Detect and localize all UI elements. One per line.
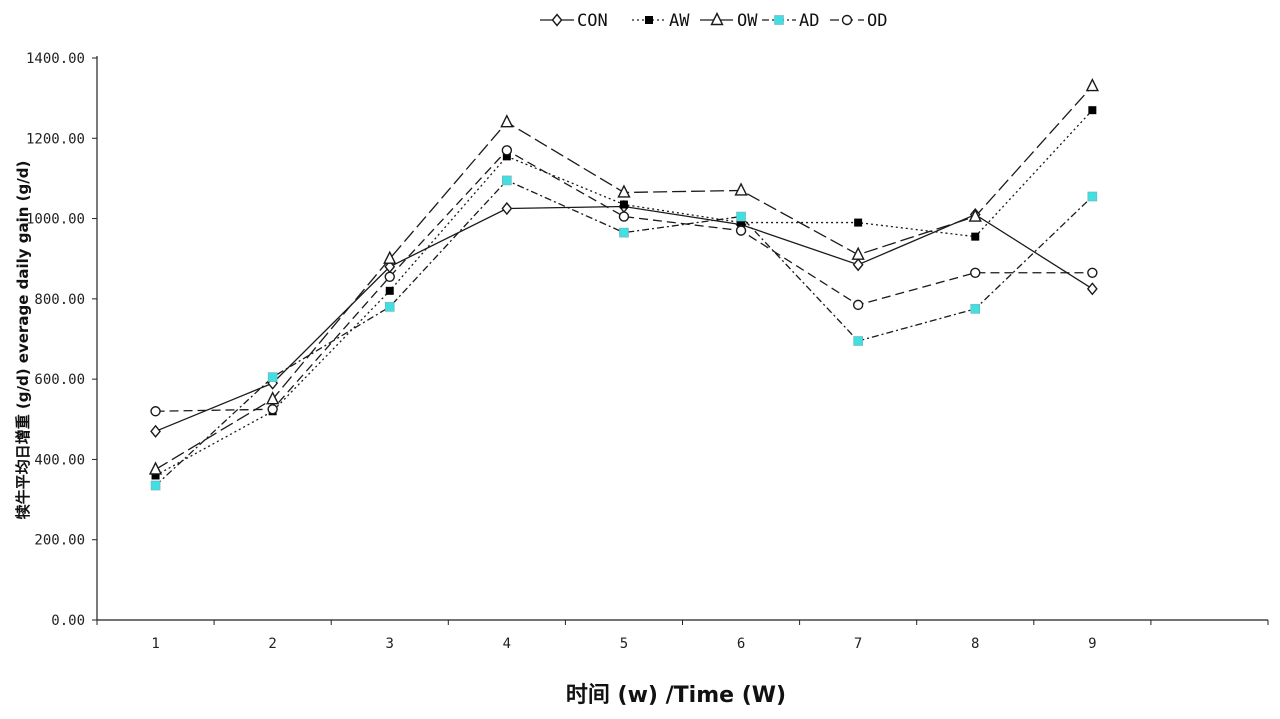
data-point-con [1086, 282, 1098, 296]
data-point-ad [1087, 191, 1098, 202]
x-tick-label: 6 [737, 636, 745, 652]
y-axis-title: 犊牛平均日增重 (g/d) everage daily gain (g/d) [14, 161, 32, 520]
data-point-con [501, 201, 513, 216]
data-point-ow [617, 184, 631, 198]
data-point-aw [737, 218, 746, 227]
x-axis-title: 时间 (w) /Time (W) [566, 683, 786, 708]
legend-marker-con [551, 13, 563, 27]
data-point-od [501, 145, 513, 156]
data-point-od [735, 225, 747, 236]
data-point-od [852, 299, 864, 311]
legend-marker-ad [774, 15, 784, 25]
data-point-aw [854, 218, 863, 227]
legend-label-ad: AD [799, 11, 819, 31]
data-point-ow [383, 250, 397, 264]
series-line-ow [155, 85, 1093, 471]
data-point-ow [266, 391, 280, 405]
y-tick-label: 200.00 [34, 533, 85, 549]
y-tick-label: 1000.00 [26, 212, 85, 228]
data-point-ow [500, 114, 514, 128]
data-point-con [150, 424, 161, 438]
x-tick-label: 5 [620, 636, 628, 652]
series-line-con [155, 205, 1093, 432]
data-point-ad [502, 175, 512, 186]
y-tick-label: 0.00 [51, 613, 85, 629]
y-tick-label: 600.00 [34, 372, 85, 388]
plot-markers [148, 78, 1099, 491]
data-point-ow [968, 208, 982, 222]
data-point-ad [267, 372, 278, 382]
legend-label-con: CON [577, 11, 608, 31]
axes: 0.00 200.00 400.00 600.00 800.00 1000.00 1200.… [26, 51, 1269, 652]
x-tick-label: 7 [854, 636, 862, 652]
data-point-od [970, 267, 981, 278]
legend-label-od: OD [867, 11, 887, 31]
data-point-od [1087, 267, 1098, 278]
series-line-aw [155, 109, 1093, 477]
x-tick-label: 1 [151, 636, 159, 652]
data-point-od [150, 406, 161, 417]
y-tick-label: 1400.00 [26, 51, 85, 67]
legend-label-aw: AW [669, 11, 690, 31]
x-tick-label: 3 [386, 636, 394, 652]
y-tick-label: 400.00 [34, 452, 85, 468]
data-point-con [852, 258, 864, 272]
x-tick-label: 8 [971, 636, 979, 652]
data-point-ow [851, 246, 865, 260]
legend: CON AW OW AD OD [540, 11, 887, 31]
y-tick-label: 800.00 [34, 292, 85, 308]
x-tick-label: 9 [1088, 636, 1096, 652]
data-point-aw [1088, 106, 1097, 115]
data-point-ow [148, 461, 163, 475]
data-point-aw [385, 286, 394, 295]
data-point-aw [971, 232, 980, 241]
legend-marker-od [841, 14, 853, 26]
data-point-aw [151, 471, 160, 480]
series-line-od [155, 149, 1093, 412]
data-point-ad [619, 227, 629, 238]
legend-marker-aw [645, 16, 653, 24]
data-point-od [384, 271, 395, 282]
data-point-od [267, 404, 278, 415]
data-point-ad [736, 211, 746, 222]
y-tick-label: 1200.00 [26, 131, 85, 147]
data-point-aw [502, 152, 511, 161]
data-point-ow [1085, 78, 1099, 92]
data-point-aw [619, 200, 628, 209]
x-tick-label: 4 [503, 636, 511, 652]
legend-marker-ow [710, 11, 724, 26]
x-tick-label: 2 [268, 636, 276, 652]
data-point-ad [853, 336, 863, 346]
legend-label-ow: OW [737, 11, 758, 31]
data-point-ad [150, 480, 161, 491]
data-point-od [618, 211, 630, 222]
data-point-ow [734, 182, 748, 196]
data-point-ad [970, 304, 981, 314]
series-line-ad [155, 179, 1093, 486]
plot-lines [155, 85, 1093, 486]
data-point-ad [384, 302, 395, 312]
